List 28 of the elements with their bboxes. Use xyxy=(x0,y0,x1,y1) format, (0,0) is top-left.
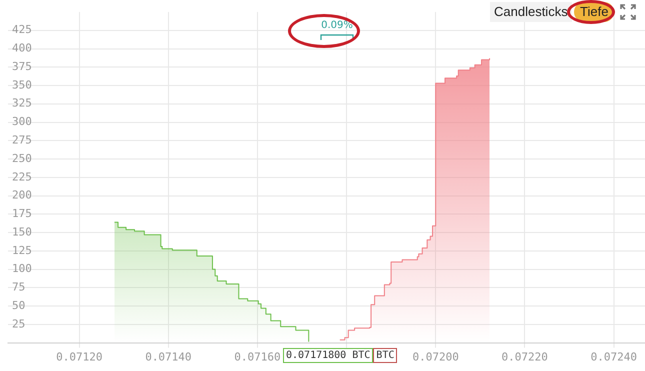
text: 0.07171800 BTC xyxy=(283,348,374,363)
text: BTC xyxy=(373,348,398,363)
y-tick-label: 325 xyxy=(12,96,32,110)
x-tick-label: 0.07220 xyxy=(502,350,548,364)
y-tick-label: 150 xyxy=(12,225,32,238)
annotation: Candlesticks xyxy=(490,2,572,22)
annotation: 0.09% xyxy=(320,20,354,31)
y-tick-label: 350 xyxy=(12,78,32,92)
y-tick-label: 100 xyxy=(12,262,32,276)
y-tick-label: 425 xyxy=(12,23,32,36)
x-tick-label: 0.07200 xyxy=(412,350,459,364)
y-tick-label: 225 xyxy=(12,170,32,184)
y-tick-label: 125 xyxy=(12,244,32,257)
y-tick-label: 25 xyxy=(12,317,26,330)
annotation: Tiefe xyxy=(574,2,614,22)
x-tick-label: 0.07160 xyxy=(234,350,281,364)
y-tick-label: 275 xyxy=(12,134,32,147)
x-tick-label: 0.07140 xyxy=(145,350,192,364)
x-tick-label: 0.07120 xyxy=(56,350,102,364)
y-tick-label: 175 xyxy=(12,207,32,220)
y-tick-label: 250 xyxy=(12,152,32,165)
y-tick-label: 375 xyxy=(12,60,32,73)
y-tick-label: 400 xyxy=(12,42,32,55)
y-tick-label: 300 xyxy=(12,115,32,128)
y-tick-label: 50 xyxy=(12,298,26,312)
y-tick-label: 200 xyxy=(12,188,32,202)
y-tick-label: 75 xyxy=(12,280,26,294)
x-tick-label: 0.07240 xyxy=(590,350,637,364)
